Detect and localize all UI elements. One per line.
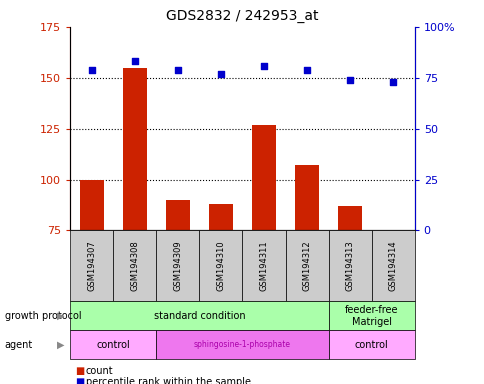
Text: ▶: ▶ (57, 311, 64, 321)
Text: GSM194312: GSM194312 (302, 241, 311, 291)
Text: GSM194309: GSM194309 (173, 241, 182, 291)
Bar (123, 68, 147, 230)
Text: standard condition: standard condition (153, 311, 245, 321)
Bar (252, 124, 275, 230)
Bar (80, 180, 104, 230)
Point (346, 77, 353, 83)
Text: GSM194310: GSM194310 (216, 241, 225, 291)
Bar (295, 165, 318, 230)
Text: percentile rank within the sample: percentile rank within the sample (86, 377, 250, 384)
Point (389, 79, 396, 85)
Point (131, 58, 138, 65)
Point (217, 71, 225, 77)
Text: agent: agent (5, 339, 33, 350)
Text: ▶: ▶ (57, 339, 64, 350)
Bar (166, 200, 189, 230)
Bar (209, 204, 232, 230)
Text: feeder-free
Matrigel: feeder-free Matrigel (344, 305, 397, 327)
Text: control: control (354, 339, 388, 350)
Text: GSM194307: GSM194307 (87, 240, 96, 291)
Text: count: count (86, 366, 113, 376)
Text: GSM194314: GSM194314 (388, 241, 397, 291)
Text: ■: ■ (75, 377, 84, 384)
Bar (337, 206, 361, 230)
Text: GSM194311: GSM194311 (259, 241, 268, 291)
Point (259, 63, 267, 69)
Point (174, 66, 182, 73)
Title: GDS2832 / 242953_at: GDS2832 / 242953_at (166, 9, 318, 23)
Point (88, 66, 95, 73)
Text: control: control (96, 339, 130, 350)
Text: ■: ■ (75, 366, 84, 376)
Text: growth protocol: growth protocol (5, 311, 81, 321)
Text: sphingosine-1-phosphate: sphingosine-1-phosphate (194, 340, 290, 349)
Text: GSM194313: GSM194313 (345, 240, 354, 291)
Text: GSM194308: GSM194308 (130, 240, 139, 291)
Point (302, 66, 310, 73)
